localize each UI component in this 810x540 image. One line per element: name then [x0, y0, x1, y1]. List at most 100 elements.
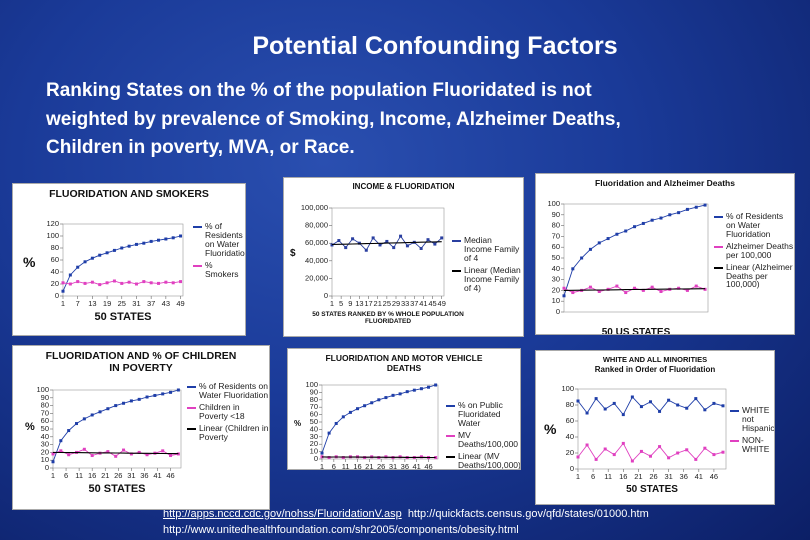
x-tick-label: 49: [438, 299, 446, 308]
x-axis-label: 50 US STATES: [601, 327, 671, 335]
data-point: [82, 417, 86, 421]
legend-swatch: [187, 406, 196, 409]
y-tick-label: 40,000: [305, 256, 328, 265]
x-tick-label: 37: [410, 299, 418, 308]
y-tick-label: 50: [310, 417, 318, 426]
data-point: [405, 244, 409, 248]
data-point: [90, 413, 94, 417]
x-tick-label: 19: [103, 299, 111, 308]
chart-panel: 0 10 20 30 40 50 60 70 80 90 100 1 6 11 16 21 26 31 36 41 46…: [287, 348, 521, 470]
x-tick-label: 21: [374, 299, 382, 308]
data-point: [106, 407, 110, 411]
y-tick-label: 100,000: [301, 203, 328, 212]
legend-label: % of Residents on Water Fluoridation: [726, 211, 784, 239]
legend-swatch: [452, 240, 461, 242]
plot-area: [62, 223, 184, 297]
data-point: [105, 281, 109, 285]
legend-item: Linear (Median Income Family of 4): [452, 264, 522, 293]
data-point: [371, 236, 375, 240]
y-tick-label: 100: [305, 380, 318, 389]
link-text: http://quickfacts.census.gov/qfd/states/…: [407, 508, 649, 520]
data-point: [161, 392, 165, 396]
x-tick-label: 41: [153, 471, 161, 480]
y-tick-label: 40: [51, 267, 59, 276]
x-tick-label: 36: [680, 472, 688, 481]
x-tick-label: 6: [591, 472, 595, 481]
data-point: [51, 460, 55, 464]
x-tick-label: 26: [114, 471, 122, 480]
data-point: [67, 453, 71, 457]
data-point: [621, 413, 625, 417]
y-tick-label: 80: [310, 395, 318, 404]
x-tick-label: 1: [576, 472, 580, 481]
data-point: [405, 390, 409, 394]
data-point: [648, 454, 652, 458]
legend-label: % on Public Fluoridated Water: [458, 400, 503, 428]
legend-label: Linear (Alzheimer Deaths per 100,000): [726, 261, 793, 290]
legend-label: Linear (Median Income Family of 4): [464, 264, 521, 293]
data-point: [114, 404, 118, 408]
data-point: [61, 281, 65, 285]
data-point: [137, 397, 141, 401]
y-tick-label: 40: [566, 432, 574, 441]
data-point: [137, 450, 141, 454]
data-point: [440, 236, 444, 240]
y-tick-label: 40: [310, 424, 318, 433]
legend-item: % of Residents on Water Fluoridation: [193, 222, 245, 258]
data-point: [721, 450, 725, 454]
data-point: [164, 280, 168, 284]
x-tick-label: 1: [320, 462, 324, 470]
y-tick-label: 70: [310, 402, 318, 411]
data-point: [334, 421, 338, 425]
data-point: [606, 287, 610, 291]
legend-label: Linear (MV Deaths/100,000): [458, 450, 521, 470]
y-axis-label: %: [23, 254, 36, 270]
data-point: [597, 289, 601, 293]
data-point: [703, 287, 707, 291]
data-point: [580, 256, 584, 260]
x-tick-label: 9: [348, 299, 352, 308]
legend: % of Residents on Water Fluoridation% Sm…: [193, 222, 245, 282]
x-tick-label: 43: [162, 299, 170, 308]
y-tick-label: 100: [547, 199, 560, 208]
y-tick-label: 20: [310, 439, 318, 448]
data-point: [370, 401, 374, 405]
link[interactable]: http://apps.nccd.cdc.gov/nohss/Fluoridat…: [163, 508, 402, 520]
data-point: [712, 401, 716, 405]
data-point: [594, 397, 598, 401]
x-tick-label: 36: [140, 471, 148, 480]
chart-panel: 0 10 20 30 40 50 60 70 80 90 100 1 6 11 16 21 26 31 36 41 46…: [12, 345, 270, 510]
legend: % of Residents on Water Fluoridation Chil…: [187, 382, 269, 445]
legend-label: Linear (Children in Poverty: [199, 422, 269, 442]
y-tick-label: 20: [566, 448, 574, 457]
data-point: [67, 429, 71, 433]
x-tick-label: 21: [365, 462, 373, 470]
series-line: [321, 456, 436, 459]
y-tick-label: 80: [552, 221, 560, 230]
legend-swatch: [714, 245, 723, 248]
data-point: [721, 404, 725, 408]
data-point: [106, 450, 110, 454]
data-point: [142, 241, 146, 245]
legend-label: % Smokers: [205, 259, 239, 279]
legend-item: NON-WHITE: [730, 435, 774, 454]
chart-title: Fluoridation and Alzheimer Deaths: [595, 178, 735, 188]
data-point: [90, 454, 94, 458]
data-point: [639, 405, 643, 409]
y-tick-label: 10: [41, 455, 49, 464]
y-tick-label: 0: [556, 307, 560, 316]
data-point: [68, 282, 72, 286]
data-point: [685, 448, 689, 452]
x-tick-label: 41: [413, 462, 421, 470]
data-point: [606, 237, 610, 241]
plot-area: [563, 203, 709, 313]
data-point: [378, 243, 382, 247]
x-tick-label: 1: [330, 299, 334, 308]
y-tick-label: 0: [314, 454, 318, 463]
plot-area: [577, 388, 727, 470]
y-tick-label: 10: [552, 296, 560, 305]
legend-item: % Smokers: [193, 259, 245, 279]
data-point: [179, 234, 183, 238]
